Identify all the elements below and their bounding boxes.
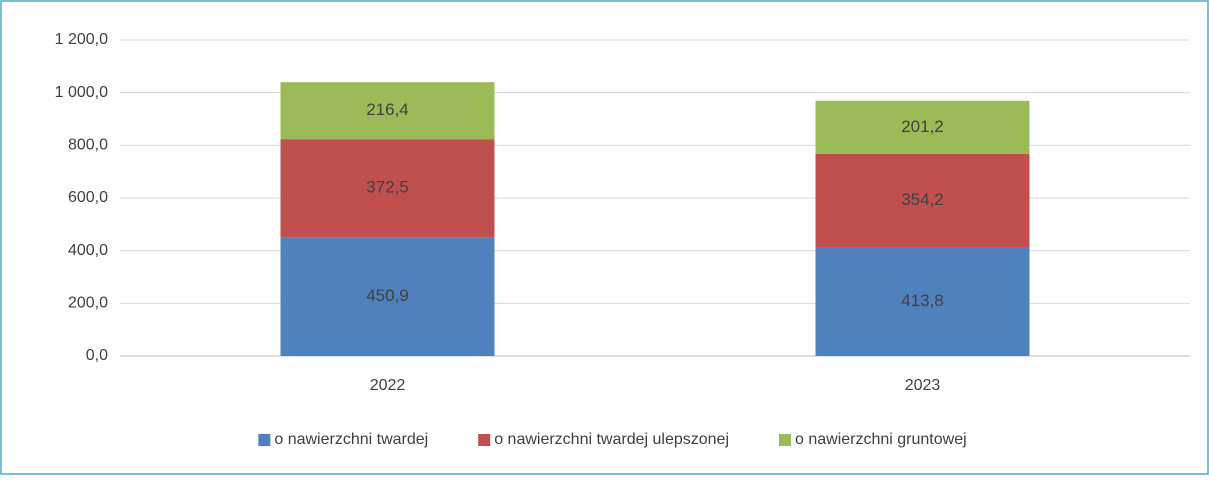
legend-label: o nawierzchni twardej ulepszonej <box>494 431 729 448</box>
legend-label: o nawierzchni twardej <box>274 431 428 448</box>
legend-label: o nawierzchni gruntowej <box>795 431 967 448</box>
data-label: 372,5 <box>366 178 409 197</box>
bar-segment <box>815 100 1030 154</box>
data-label: 354,2 <box>901 190 944 209</box>
data-label: 216,4 <box>366 100 409 119</box>
x-tick-label: 2023 <box>905 377 941 394</box>
y-tick-label: 600,0 <box>68 189 108 206</box>
y-tick-label: 200,0 <box>68 295 108 312</box>
bar-segment <box>280 82 495 140</box>
bar-segment <box>815 153 1030 248</box>
data-label: 450,9 <box>366 286 409 305</box>
bar-segment <box>280 237 495 356</box>
y-tick-label: 0,0 <box>86 347 108 364</box>
y-tick-label: 400,0 <box>68 242 108 259</box>
x-tick-label: 2022 <box>370 377 406 394</box>
bar-segment <box>815 247 1030 356</box>
legend-swatch <box>258 434 271 446</box>
legend-swatch <box>779 434 791 446</box>
data-label: 201,2 <box>901 117 944 136</box>
y-tick-label: 1 000,0 <box>55 84 108 101</box>
y-tick-label: 1 200,0 <box>55 31 108 48</box>
bar-segment <box>280 139 495 238</box>
y-tick-label: 800,0 <box>68 137 108 154</box>
data-label: 413,8 <box>901 291 944 310</box>
legend-swatch <box>478 434 491 446</box>
